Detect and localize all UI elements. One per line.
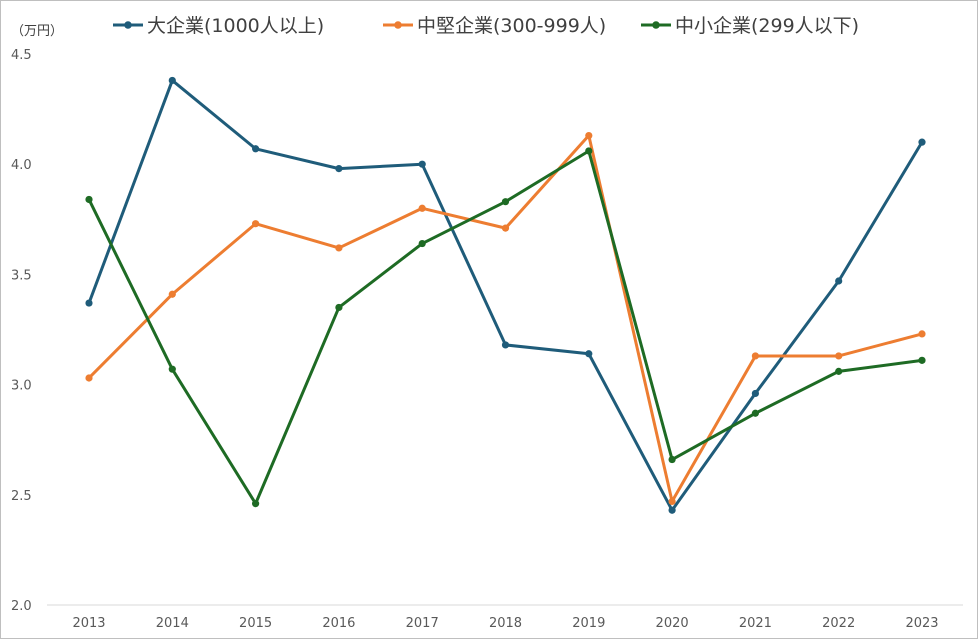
series-points-layer bbox=[85, 76, 926, 514]
data-point bbox=[835, 352, 843, 360]
series-line-2 bbox=[87, 134, 924, 503]
data-point bbox=[585, 350, 593, 358]
data-point bbox=[85, 299, 93, 307]
y-tick-label: 4.0 bbox=[11, 158, 32, 173]
legend-marker-swatch bbox=[652, 21, 660, 29]
x-tick-label: 2021 bbox=[739, 616, 772, 631]
data-point bbox=[835, 367, 843, 375]
series-lines-layer bbox=[87, 78, 924, 512]
data-point bbox=[501, 198, 510, 206]
data-point bbox=[335, 303, 343, 312]
legend-label: 中小企業(299人以下) bbox=[675, 15, 859, 37]
data-point bbox=[168, 365, 176, 373]
x-tick-label: 2023 bbox=[905, 616, 938, 631]
data-point bbox=[85, 374, 93, 382]
legend-label: 中堅企業(300-999人) bbox=[417, 15, 606, 37]
x-tick-label: 2015 bbox=[239, 616, 272, 631]
data-point bbox=[418, 239, 426, 248]
data-point bbox=[751, 389, 760, 398]
y-tick-label: 4.5 bbox=[11, 48, 32, 63]
series-line-1 bbox=[87, 78, 924, 512]
data-point bbox=[835, 277, 843, 285]
data-point bbox=[85, 195, 93, 204]
data-point bbox=[501, 341, 510, 349]
y-tick-label: 2.0 bbox=[11, 599, 32, 614]
data-point bbox=[252, 500, 260, 508]
x-tick-label: 2016 bbox=[322, 616, 355, 631]
legend-item-3: 中小企業(299人以下) bbox=[641, 15, 859, 37]
y-tick-label: 3.0 bbox=[11, 379, 32, 394]
data-point bbox=[668, 455, 676, 464]
x-tick-label: 2018 bbox=[489, 616, 522, 631]
x-tick-label: 2017 bbox=[406, 616, 439, 631]
legend-item-1: 大企業(1000人以上) bbox=[113, 15, 324, 37]
x-tick-label: 2013 bbox=[72, 616, 105, 631]
x-tick-label: 2020 bbox=[656, 616, 689, 631]
y-tick-label: 3.5 bbox=[11, 268, 32, 283]
data-point bbox=[751, 409, 760, 417]
y-tick-label: 2.5 bbox=[11, 489, 32, 504]
data-point bbox=[918, 356, 926, 364]
legend-item-2: 中堅企業(300-999人) bbox=[383, 15, 606, 37]
data-point bbox=[585, 147, 593, 155]
data-point bbox=[335, 244, 343, 252]
x-tick-label: 2022 bbox=[822, 616, 855, 631]
data-point bbox=[918, 330, 926, 338]
data-point bbox=[585, 131, 593, 140]
axis-layer: 2.0 2.5 3.0 3.5 4.0 4.5 2013 2014 2015 2016 2017 20… bbox=[11, 48, 963, 631]
data-point bbox=[668, 506, 676, 514]
y-axis-unit-label: （万円） bbox=[11, 24, 63, 39]
data-point bbox=[168, 290, 176, 298]
data-point bbox=[668, 497, 676, 506]
legend-label: 大企業(1000人以上) bbox=[147, 15, 324, 37]
data-point bbox=[335, 165, 343, 173]
legend: 大企業(1000人以上) 中堅企業(300-999人) 中小企業(299人以下) bbox=[113, 15, 859, 37]
data-point bbox=[501, 224, 510, 232]
data-point bbox=[168, 76, 176, 85]
legend-marker-swatch bbox=[394, 21, 402, 29]
x-tick-label: 2019 bbox=[572, 616, 605, 631]
data-point bbox=[418, 160, 426, 168]
x-tick-label: 2014 bbox=[156, 616, 189, 631]
data-point bbox=[252, 145, 260, 153]
data-point bbox=[751, 352, 760, 360]
data-point bbox=[252, 220, 260, 228]
data-point bbox=[418, 204, 426, 212]
data-point bbox=[918, 138, 926, 146]
legend-marker-swatch bbox=[124, 21, 132, 29]
